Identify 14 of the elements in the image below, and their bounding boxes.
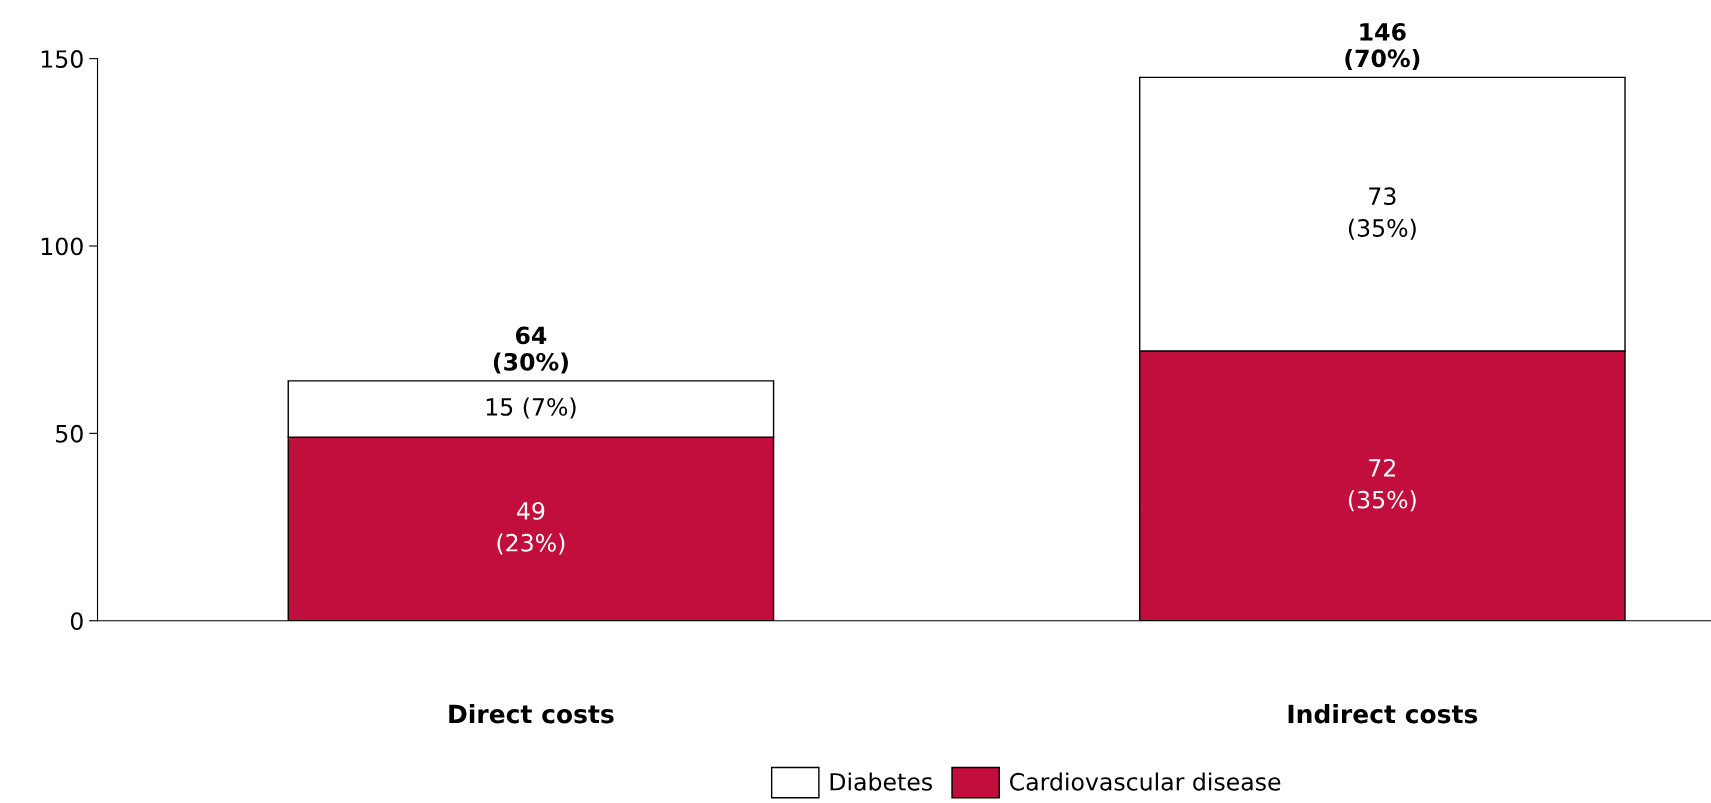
data-label: 49 (23%) [497,501,565,555]
data-label: 73 (35%) [1348,187,1416,240]
legend-label: Cardiovascular disease [1010,772,1281,791]
y-tick-label: 0 [70,612,83,631]
data-label: 72 (35%) [1348,458,1416,512]
legend-label: Diabetes [830,772,932,791]
data-label: 15 (7%) [486,397,576,419]
y-tick-label: 50 [56,424,83,443]
x-tick-label: Direct costs [449,704,614,724]
x-tick-label: Indirect costs [1288,704,1478,724]
y-tick-label: 150 [41,50,83,68]
total-label: 64 (30%) [493,326,568,374]
total-label: 146 (70%) [1345,22,1420,70]
y-tick-label: 100 [41,237,83,256]
